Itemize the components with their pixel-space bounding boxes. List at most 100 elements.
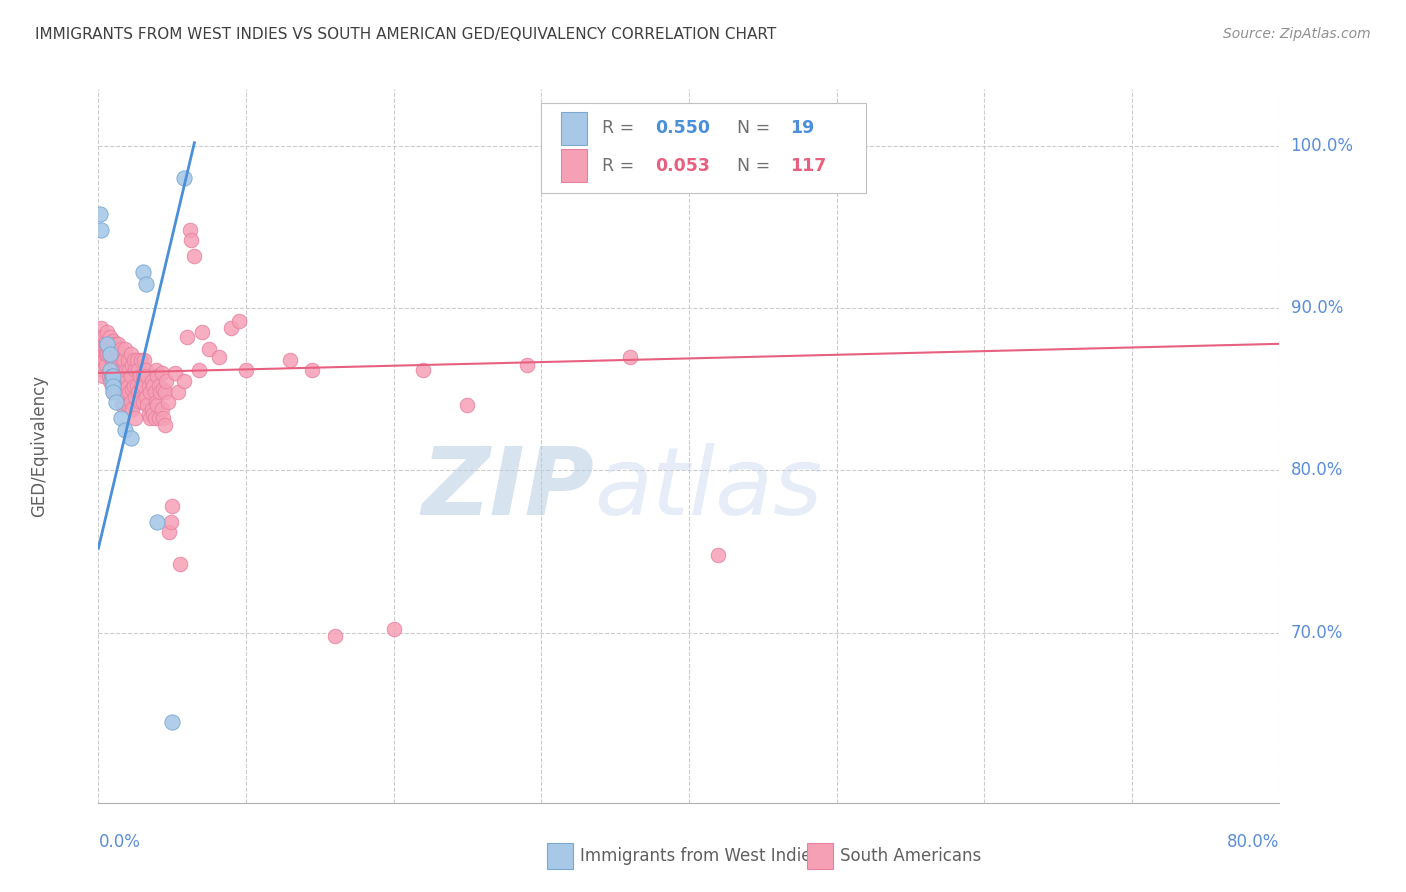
Text: R =: R = xyxy=(602,157,640,175)
Point xyxy=(108,369,131,384)
Point xyxy=(93,342,115,356)
Point xyxy=(145,363,167,377)
Point xyxy=(162,714,183,729)
Point xyxy=(100,353,122,368)
Point xyxy=(135,390,157,404)
Point xyxy=(94,334,117,348)
Point xyxy=(94,358,117,372)
Point xyxy=(90,223,112,237)
Point xyxy=(100,379,122,393)
Point xyxy=(135,363,157,377)
Point xyxy=(122,379,145,393)
Point xyxy=(165,366,187,380)
Text: 117: 117 xyxy=(790,157,827,175)
Point xyxy=(108,385,131,400)
Text: Source: ZipAtlas.com: Source: ZipAtlas.com xyxy=(1223,27,1371,41)
Text: 80.0%: 80.0% xyxy=(1227,833,1279,851)
Point xyxy=(323,629,346,643)
Point xyxy=(173,374,195,388)
Text: 70.0%: 70.0% xyxy=(1291,624,1343,641)
Point xyxy=(114,423,136,437)
Point xyxy=(89,207,111,221)
Point xyxy=(94,342,117,356)
Point xyxy=(103,369,125,384)
Point xyxy=(121,382,143,396)
Point xyxy=(162,499,183,513)
Point xyxy=(124,390,146,404)
Point xyxy=(98,374,121,388)
Point xyxy=(155,374,177,388)
Point xyxy=(157,524,180,539)
Point xyxy=(159,515,181,529)
Point xyxy=(124,363,146,377)
Point xyxy=(515,358,537,372)
Point xyxy=(139,385,162,400)
Point xyxy=(104,369,127,384)
Point xyxy=(112,395,135,409)
Point xyxy=(156,395,179,409)
Point xyxy=(105,358,128,372)
Point xyxy=(122,353,145,368)
Point xyxy=(108,346,131,360)
Point xyxy=(98,346,121,360)
Point xyxy=(707,548,730,562)
Point xyxy=(98,363,121,377)
Point xyxy=(129,353,152,368)
Point xyxy=(121,358,143,372)
Point xyxy=(110,411,132,425)
Point xyxy=(100,369,122,384)
Point xyxy=(117,399,139,413)
Text: 100.0%: 100.0% xyxy=(1291,137,1354,155)
Point xyxy=(105,395,128,409)
Point xyxy=(103,334,125,348)
Text: R =: R = xyxy=(602,120,640,137)
Point xyxy=(148,411,170,425)
Point xyxy=(104,336,127,351)
Point xyxy=(146,399,169,413)
Point xyxy=(146,515,169,529)
Point xyxy=(148,379,170,393)
Point xyxy=(107,379,129,393)
Point xyxy=(134,353,156,368)
Point xyxy=(219,320,242,334)
Point xyxy=(90,330,112,344)
Point xyxy=(143,385,166,400)
Point xyxy=(146,369,169,384)
Point xyxy=(97,369,120,384)
Point xyxy=(124,411,146,425)
Text: Immigrants from West Indies: Immigrants from West Indies xyxy=(581,847,821,865)
Point xyxy=(118,385,141,400)
Point xyxy=(114,342,136,356)
Point xyxy=(114,369,136,384)
Point xyxy=(110,363,132,377)
Point xyxy=(89,346,111,360)
Text: atlas: atlas xyxy=(595,443,823,534)
Point xyxy=(111,379,134,393)
Point xyxy=(169,558,191,572)
Point xyxy=(129,379,152,393)
Point xyxy=(187,363,209,377)
Point xyxy=(179,223,201,237)
Point xyxy=(149,385,172,400)
Point xyxy=(132,265,155,279)
Point xyxy=(105,342,128,356)
Point xyxy=(176,330,198,344)
Text: N =: N = xyxy=(737,120,776,137)
Point xyxy=(103,385,125,400)
FancyBboxPatch shape xyxy=(541,103,866,193)
Point xyxy=(96,336,118,351)
Point xyxy=(104,385,127,400)
Point xyxy=(107,358,129,372)
Point xyxy=(98,330,121,344)
Point xyxy=(125,379,148,393)
Point xyxy=(96,326,118,340)
Point xyxy=(103,369,125,384)
Point xyxy=(103,385,125,400)
Text: IMMIGRANTS FROM WEST INDIES VS SOUTH AMERICAN GED/EQUIVALENCY CORRELATION CHART: IMMIGRANTS FROM WEST INDIES VS SOUTH AME… xyxy=(35,27,776,42)
Point xyxy=(120,431,142,445)
Point xyxy=(128,369,150,384)
Point xyxy=(110,342,132,356)
Point xyxy=(107,336,129,351)
Point xyxy=(112,353,135,368)
Point xyxy=(142,379,165,393)
